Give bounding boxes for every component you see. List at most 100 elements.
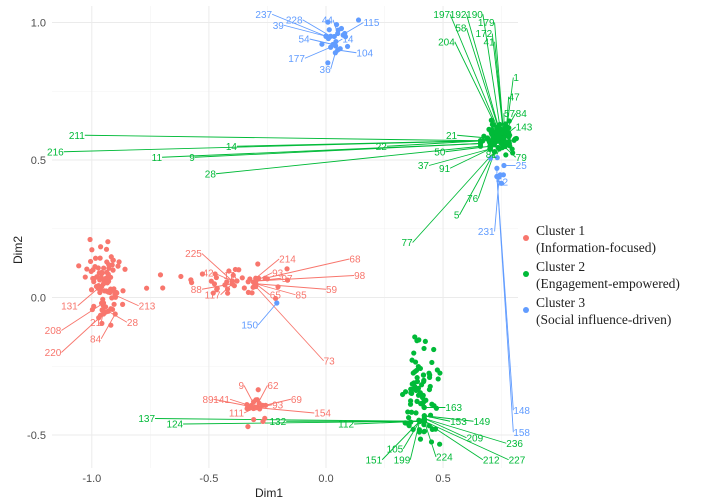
x-tick-label: 0.5 (435, 473, 450, 485)
point-label-37: 37 (418, 161, 430, 172)
cluster-2-point (414, 398, 420, 404)
cluster-2-point (506, 134, 512, 140)
cluster-3-point (319, 41, 325, 47)
cluster-1-point (246, 405, 252, 411)
point-label-54: 54 (298, 35, 310, 46)
leader-line-28 (215, 145, 481, 175)
cluster-2-point (412, 359, 419, 365)
cluster-1-point (225, 290, 231, 296)
leader-line-137 (155, 418, 420, 422)
point-label-28: 28 (127, 318, 139, 329)
leader-line-204 (454, 41, 503, 139)
leader-line-73 (255, 286, 324, 362)
cluster-1-point (241, 285, 247, 291)
point-177 (328, 44, 334, 50)
cluster-1-point (76, 263, 82, 269)
cluster-2-point (421, 345, 427, 352)
point-label-192: 192 (450, 10, 467, 21)
leader-line-227 (424, 420, 509, 461)
cluster-2-point (432, 426, 439, 432)
point-label-197: 197 (433, 10, 450, 21)
leader-line-36 (330, 52, 336, 70)
cluster-3-point (344, 43, 351, 50)
point-label-93: 93 (272, 268, 284, 279)
cluster-2-point (433, 405, 440, 411)
leader-line-237 (271, 13, 327, 37)
cluster-1-point (105, 278, 112, 284)
point-label-52: 52 (497, 178, 509, 189)
cluster-2-point (400, 391, 406, 398)
point-label-84: 84 (90, 334, 102, 345)
leader-line-211 (84, 134, 481, 142)
point-label-213: 213 (139, 301, 156, 312)
x-axis-title: Dim1 (255, 486, 283, 500)
cluster-1-point (92, 263, 98, 270)
cluster-1-point (255, 387, 261, 393)
point-label-137: 137 (138, 414, 155, 425)
cluster-2-point (414, 378, 421, 385)
cluster-2-point (413, 367, 420, 374)
cluster-2-point (489, 131, 495, 137)
cluster-2-point (402, 420, 408, 426)
cluster-2-point (428, 439, 435, 445)
x-tick-label: -0.5 (199, 473, 218, 485)
point-label-143: 143 (516, 123, 533, 134)
cluster-2-point (420, 399, 427, 405)
cluster-2-point (416, 337, 422, 343)
grid-lines (52, 6, 518, 468)
cluster-1-point (89, 247, 95, 253)
point-label-14: 14 (226, 142, 238, 153)
point-label-154: 154 (314, 409, 331, 420)
axis-ticks: -1.0 -0.5 0.0 0.5 -0.5 0.0 0.5 1.0 (27, 18, 451, 486)
cluster-1-point (97, 286, 103, 292)
leader-line-214 (255, 258, 280, 279)
point-label-111: 111 (229, 409, 245, 420)
cluster-1-point (106, 265, 112, 271)
cluster-1-point (122, 266, 128, 272)
cluster-1-point (212, 271, 218, 277)
cluster-2-point (419, 394, 426, 401)
point-79 (501, 143, 507, 149)
point-label-57: 57 (504, 109, 516, 120)
cluster-2-point (412, 334, 418, 340)
point-115 (342, 30, 348, 37)
cluster-1-point (224, 286, 231, 292)
cluster-1-point (255, 261, 261, 267)
point-label-88: 88 (191, 285, 203, 296)
cluster-2-point (435, 376, 441, 382)
cluster-1-point (178, 273, 184, 280)
point-22 (480, 138, 486, 144)
point-44 (335, 30, 341, 37)
cluster-1-point (120, 288, 126, 294)
cluster-1-point (245, 289, 251, 296)
point-57 (501, 127, 507, 133)
point-28 (477, 143, 484, 149)
point-label-97: 97 (281, 274, 293, 285)
point-220 (100, 311, 107, 317)
cluster-1-point (110, 267, 116, 273)
point-21 (484, 135, 491, 141)
leader-line-209 (424, 418, 467, 439)
point-label-14: 14 (342, 35, 354, 46)
cluster-1-point (101, 265, 107, 271)
cluster-1-point (253, 397, 259, 403)
cluster-2-point (415, 392, 422, 398)
point-label-190: 190 (466, 10, 483, 21)
point-154 (253, 404, 259, 411)
leader-line-84 (100, 313, 116, 339)
cluster-2-point (422, 338, 428, 345)
cluster-3-point (333, 21, 340, 28)
leader-line-105 (402, 421, 421, 449)
cluster-1-point (189, 279, 195, 286)
point-label-220: 220 (45, 348, 62, 359)
y-tick-label: 1.0 (31, 18, 46, 30)
cluster-2-point (408, 398, 414, 404)
leader-line-208 (61, 302, 104, 331)
cluster-1-point (222, 282, 228, 288)
cluster-1-point (98, 274, 104, 281)
point-label-69: 69 (291, 395, 303, 406)
point-68 (262, 275, 268, 281)
point-label-179: 179 (478, 18, 495, 29)
point-label-141: 141 (213, 395, 230, 406)
cluster-1-point (260, 402, 266, 408)
